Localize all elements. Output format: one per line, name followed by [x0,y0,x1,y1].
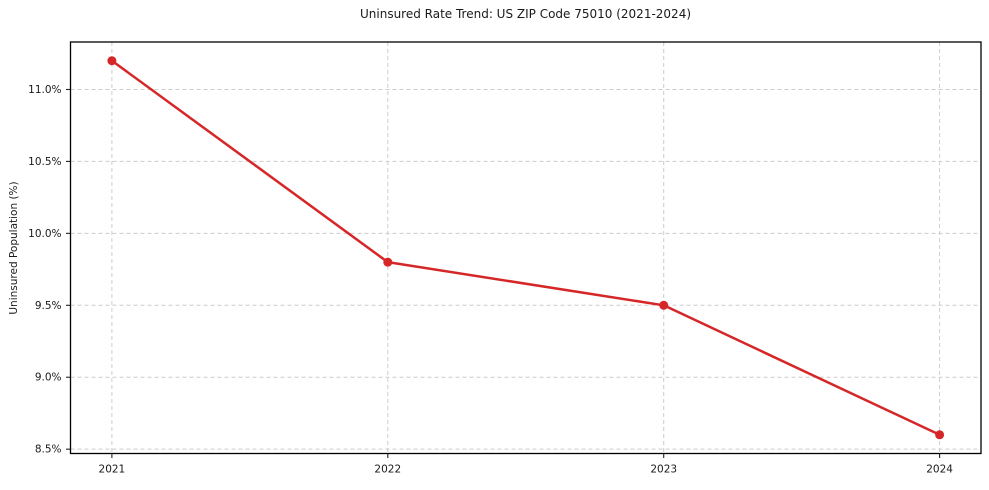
x-tick-label: 2022 [374,464,401,476]
data-point [935,430,945,440]
trend-line [110,59,941,437]
plot-border [69,41,982,455]
data-point [659,300,669,310]
data-point [383,257,393,267]
y-tick-label: 9.0% [35,372,62,384]
chart-title: Uninsured Rate Trend: US ZIP Code 75010 … [359,7,692,21]
y-tick-label: 10.5% [28,156,61,168]
x-tick-label: 2024 [926,464,953,476]
data-point [107,56,117,66]
y-tick-label: 10.0% [28,228,61,240]
x-tick-label: 2023 [650,464,677,476]
y-tick-label: 9.5% [35,300,62,312]
y-tick-label: 11.0% [28,84,61,96]
x-tick-label: 2021 [99,464,126,476]
y-tick-label: 8.5% [35,444,62,456]
